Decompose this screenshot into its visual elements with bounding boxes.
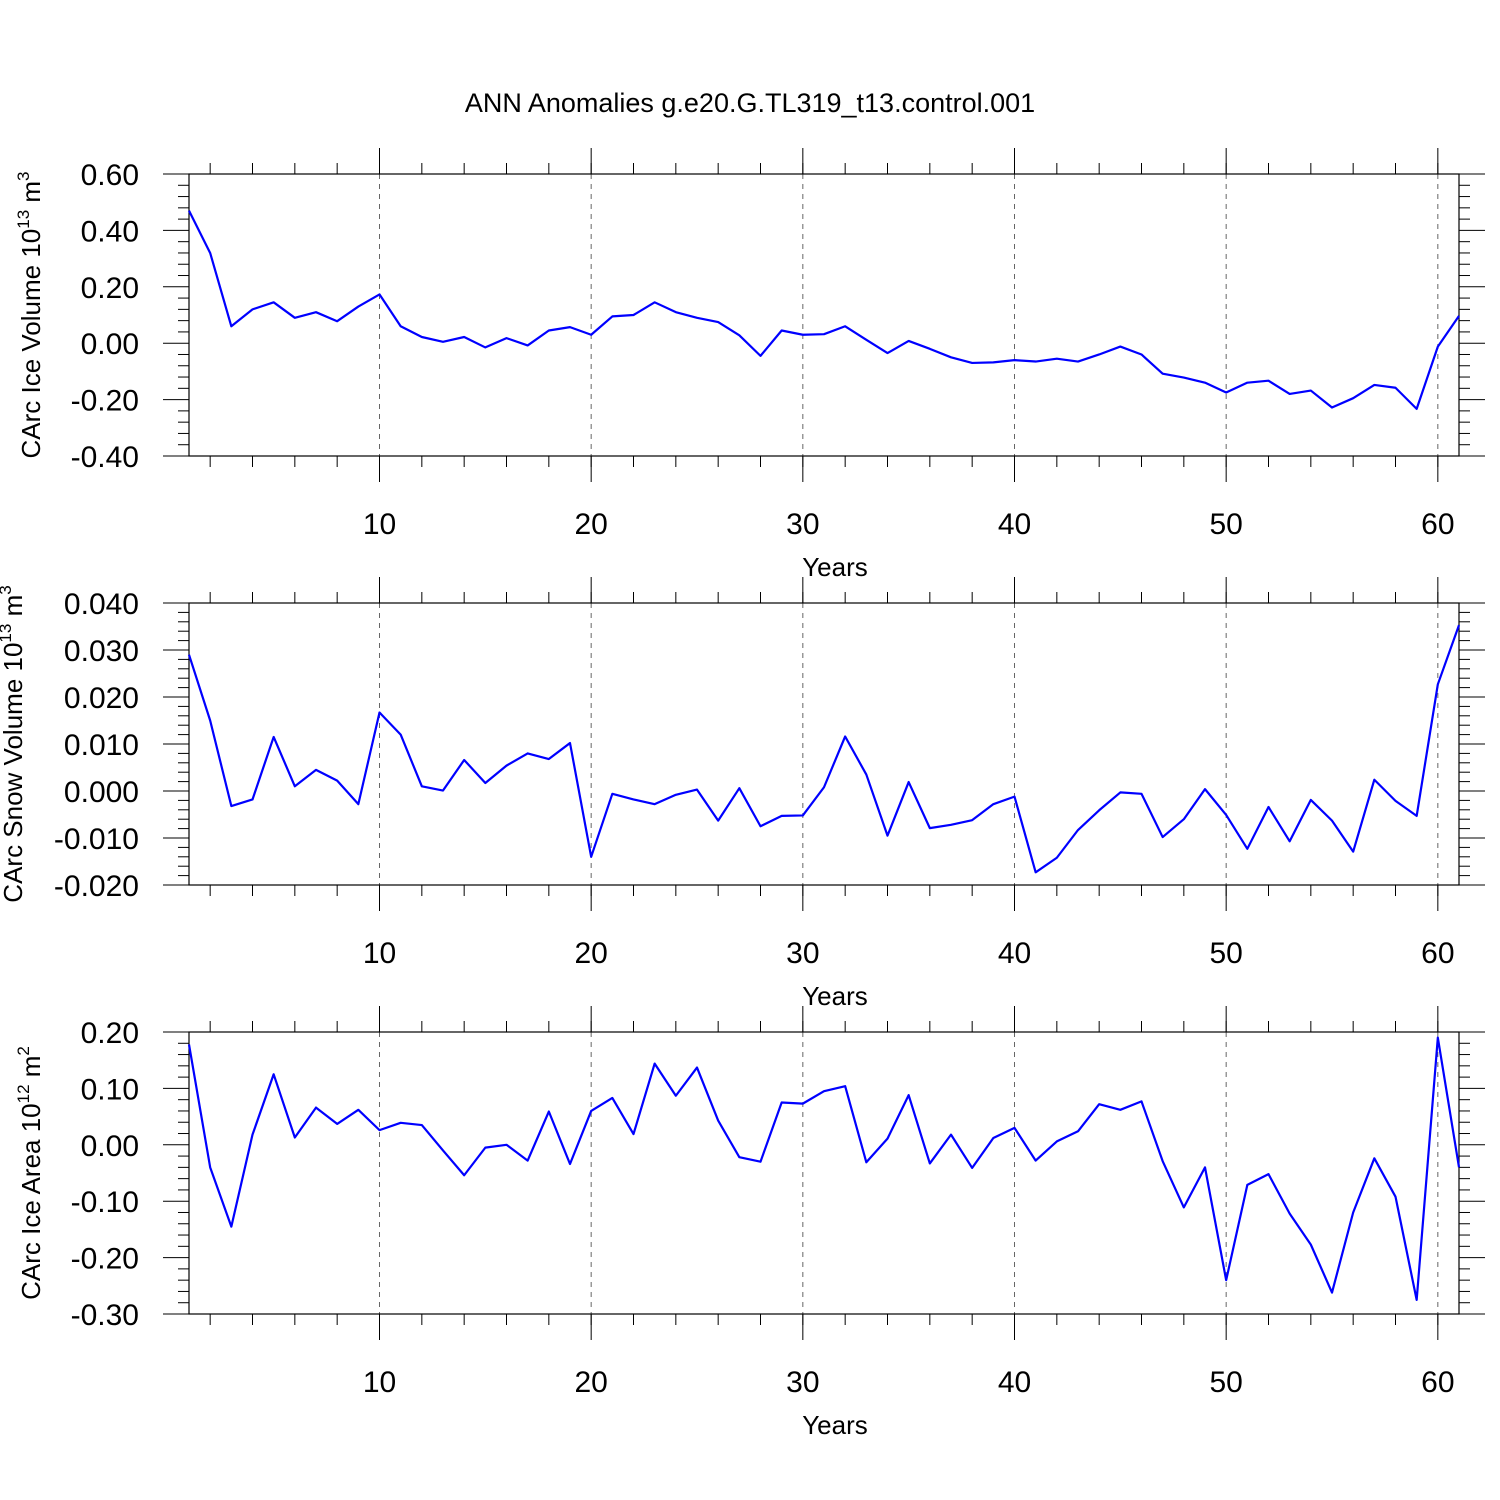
y-label-part: m xyxy=(0,595,28,624)
x-tick-label: 10 xyxy=(363,1366,396,1399)
y-label-part: 12 xyxy=(14,1084,33,1103)
x-tick-label: 60 xyxy=(1421,937,1454,970)
y-tick-label: 0.040 xyxy=(64,588,139,621)
y-tick-label: 0.20 xyxy=(81,1017,139,1050)
y-tick-label: 0.10 xyxy=(81,1073,139,1106)
y-axis-label: CArc Ice Area 1012 m2 xyxy=(14,1046,46,1300)
series-line xyxy=(187,1036,1461,1302)
x-tick-label: 60 xyxy=(1421,1366,1454,1399)
y-label-part: 3 xyxy=(14,171,33,180)
x-tick-label: 40 xyxy=(998,508,1031,541)
y-tick-label: 0.00 xyxy=(81,1130,139,1163)
x-axis-label: Years xyxy=(802,552,868,582)
y-label-part: 13 xyxy=(14,210,33,229)
y-label-part: 13 xyxy=(0,624,15,643)
series-line xyxy=(188,210,1460,411)
x-tick-label: 30 xyxy=(786,508,819,541)
y-label-part: CArc Ice Area 10 xyxy=(16,1103,46,1300)
series-line xyxy=(187,624,1461,874)
x-axis-label: Years xyxy=(802,981,868,1011)
y-tick-label: -0.40 xyxy=(71,441,139,474)
y-label-part: 3 xyxy=(0,585,15,594)
panel-ice-area: 10 20 30 40 50 60 -0.30 -0.20 -0.10 0.00 0.10 0.20 Y… xyxy=(14,1006,1485,1440)
chart-title: ANN Anomalies g.e20.G.TL319_t13.control.… xyxy=(465,88,1035,118)
y-tick-label: 0.40 xyxy=(81,215,139,248)
x-tick-label: 50 xyxy=(1209,508,1242,541)
x-tick-label: 30 xyxy=(786,1366,819,1399)
plot-frame xyxy=(188,173,1460,457)
plot-frame xyxy=(188,1031,1460,1315)
y-tick-label: 0.000 xyxy=(64,776,139,809)
y-label-part: m xyxy=(16,181,46,210)
x-tick-label: 20 xyxy=(574,1366,607,1399)
y-tick-label: 0.020 xyxy=(64,682,139,715)
y-tick-label: 0.60 xyxy=(81,159,139,192)
y-label-part: CArc Ice Volume 10 xyxy=(16,229,46,459)
x-tick-label: 10 xyxy=(363,937,396,970)
y-tick-label: -0.10 xyxy=(71,1186,139,1219)
y-axis-label: CArc Ice Volume 1013 m3 xyxy=(14,171,46,458)
y-tick-label: -0.30 xyxy=(71,1299,139,1332)
x-tick-label: 60 xyxy=(1421,508,1454,541)
y-label-part: 2 xyxy=(14,1046,33,1055)
y-tick-label: -0.010 xyxy=(54,823,139,856)
x-tick-label: 40 xyxy=(998,1366,1031,1399)
y-tick-label: 0.010 xyxy=(64,729,139,762)
y-label-part: CArc Snow Volume 10 xyxy=(0,643,28,903)
x-axis-label: Years xyxy=(802,1410,868,1440)
panel-ice-volume: 10 20 30 40 50 60 -0.40 -0.20 0.00 0.20 0.40 0.60 Ye… xyxy=(14,148,1485,582)
x-tick-label: 50 xyxy=(1209,1366,1242,1399)
panel-snow-volume: 10 20 30 40 50 60 -0.020 -0.010 0.000 0.010 0.020 0… xyxy=(0,577,1485,1011)
y-tick-label: 0.20 xyxy=(81,272,139,305)
x-tick-label: 30 xyxy=(786,937,819,970)
x-tick-label: 40 xyxy=(998,937,1031,970)
x-tick-label: 50 xyxy=(1209,937,1242,970)
x-tick-label: 20 xyxy=(574,508,607,541)
y-axis-label: CArc Snow Volume 1013 m3 xyxy=(0,585,28,902)
y-tick-label: -0.20 xyxy=(71,1243,139,1276)
x-tick-label: 10 xyxy=(363,508,396,541)
x-tick-label: 20 xyxy=(574,937,607,970)
y-label-part: m xyxy=(16,1056,46,1085)
y-tick-label: 0.030 xyxy=(64,635,139,668)
y-tick-label: 0.00 xyxy=(81,328,139,361)
y-tick-label: -0.020 xyxy=(54,870,139,903)
y-tick-label: -0.20 xyxy=(71,385,139,418)
